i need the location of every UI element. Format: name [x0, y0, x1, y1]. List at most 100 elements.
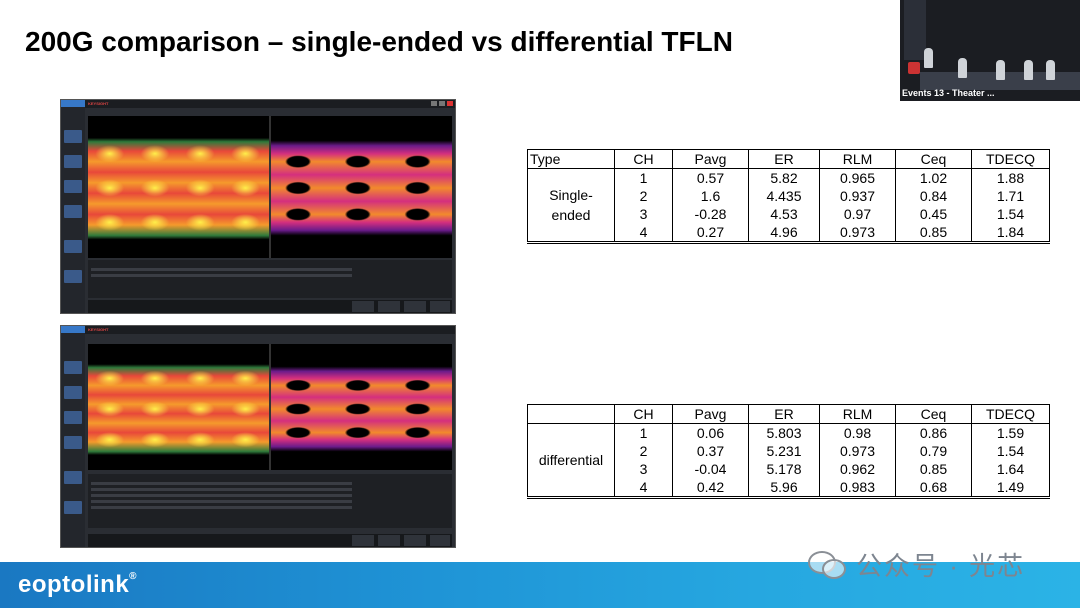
cell-tdecq: 1.71: [971, 187, 1050, 205]
results-row: [91, 494, 352, 497]
logo-text: eoptolink: [18, 571, 130, 598]
table-row: 2 0.37 5.231 0.973 0.79 1.54: [528, 442, 1050, 460]
cell-rlm: 0.983: [819, 478, 896, 499]
cell-er: 5.231: [748, 442, 820, 460]
scope-tool-icon: [64, 270, 82, 283]
speaker-figure: [924, 48, 933, 68]
watermark-text: 公众号 · 光芯: [856, 550, 1026, 581]
scope-screenshot-single-ended: KEYSIGHT: [60, 99, 456, 314]
header-type: [527, 404, 615, 424]
scope-tool-icon: [64, 180, 82, 193]
scope-menubar: [61, 326, 455, 334]
stage-screen: [904, 0, 926, 60]
cell-pavg: 0.37: [672, 442, 749, 460]
cell-rlm: 0.962: [819, 460, 896, 478]
status-box: [378, 301, 400, 312]
scope-tool-icon: [64, 155, 82, 168]
results-panel: [88, 260, 452, 298]
scope-statusbar: [88, 534, 452, 547]
cell-pavg: 0.42: [672, 478, 749, 499]
table-row: Single- ended 1 0.57 5.82 0.965 1.02 1.8…: [527, 168, 1050, 244]
cell-er: 5.178: [748, 460, 820, 478]
cell-ch: 1: [614, 168, 673, 187]
status-box: [404, 535, 426, 546]
table-row: 2 1.6 4.435 0.937 0.84 1.71: [528, 187, 1050, 205]
scope-toolbar: [61, 100, 85, 313]
cell-pavg: 1.6: [672, 187, 749, 205]
header-er: ER: [748, 149, 820, 169]
header-ceq: Ceq: [895, 149, 972, 169]
eye-divider: [269, 344, 271, 470]
scope-tool-icon: [64, 130, 82, 143]
cell-ch: 2: [614, 187, 673, 205]
table-row: 3 -0.28 4.53 0.97 0.45 1.54: [528, 205, 1050, 223]
group-label: Single- ended: [527, 168, 615, 244]
minimize-icon: [431, 101, 437, 106]
scope-tool-icon: [64, 205, 82, 218]
scope-tool-icon: [61, 326, 85, 333]
results-row: [91, 500, 352, 503]
results-row: [91, 482, 352, 485]
group-label: differential: [527, 423, 615, 499]
table-row: 4 0.42 5.96 0.983 0.68 1.49: [528, 478, 1050, 499]
event-logo-icon: [908, 62, 920, 74]
header-tdecq: TDECQ: [971, 404, 1050, 424]
cell-rlm: 0.973: [819, 223, 896, 244]
header-ch: CH: [614, 149, 673, 169]
eye-diagram-area: [88, 344, 452, 470]
cell-rlm: 0.98: [819, 423, 896, 442]
cell-er: 4.96: [748, 223, 820, 244]
cell-tdecq: 1.88: [971, 168, 1050, 187]
cell-ch: 4: [614, 223, 673, 244]
header-rlm: RLM: [819, 149, 896, 169]
wechat-icon: [808, 549, 846, 579]
scope-tool-icon: [64, 436, 82, 449]
cell-pavg: 0.57: [672, 168, 749, 187]
webcam-inset: Events 13 - Theater ...: [900, 0, 1080, 101]
cell-er: 5.82: [748, 168, 820, 187]
cell-ch: 4: [614, 478, 673, 499]
watermark: 公众号 · 光芯: [808, 544, 1025, 584]
results-row: [91, 488, 352, 491]
logo-registered-mark: ®: [129, 571, 138, 582]
cell-ch: 2: [614, 442, 673, 460]
eye-diagram-area: [88, 116, 452, 258]
cell-er: 5.803: [748, 423, 820, 442]
results-panel: [88, 474, 452, 528]
table-header-row: Type CH Pavg ER RLM Ceq TDECQ: [527, 149, 1050, 169]
status-box: [378, 535, 400, 546]
company-logo: eoptolink®: [18, 571, 137, 599]
scope-tool-icon: [64, 361, 82, 374]
eye-diagram-right: [271, 350, 452, 468]
scope-tool-icon: [64, 471, 82, 484]
cell-pavg: -0.28: [672, 205, 749, 223]
cell-pavg: 0.06: [672, 423, 749, 442]
table-header-row: CH Pavg ER RLM Ceq TDECQ: [527, 404, 1050, 424]
scope-tool-icon: [64, 386, 82, 399]
cell-ch: 3: [614, 460, 673, 478]
cell-er: 5.96: [748, 478, 820, 499]
results-row: [91, 506, 352, 509]
header-pavg: Pavg: [672, 404, 749, 424]
cell-ch: 3: [614, 205, 673, 223]
panelist-figure: [996, 60, 1005, 80]
header-er: ER: [748, 404, 820, 424]
header-ch: CH: [614, 404, 673, 424]
cell-rlm: 0.97: [819, 205, 896, 223]
header-pavg: Pavg: [672, 149, 749, 169]
status-box: [404, 301, 426, 312]
scope-statusbar: [88, 300, 452, 313]
cell-pavg: 0.27: [672, 223, 749, 244]
cell-tdecq: 1.54: [971, 205, 1050, 223]
maximize-icon: [439, 101, 445, 106]
cell-ceq: 0.45: [895, 205, 972, 223]
panelist-figure: [958, 58, 967, 78]
cell-rlm: 0.937: [819, 187, 896, 205]
cell-pavg: -0.04: [672, 460, 749, 478]
header-type: Type: [527, 149, 615, 169]
eye-diagram-right: [271, 122, 452, 254]
webcam-caption: Events 13 - Theater ...: [902, 88, 995, 98]
scope-tool-icon: [64, 240, 82, 253]
panelist-figure: [1024, 60, 1033, 80]
table-row: 4 0.27 4.96 0.973 0.85 1.84: [528, 223, 1050, 244]
